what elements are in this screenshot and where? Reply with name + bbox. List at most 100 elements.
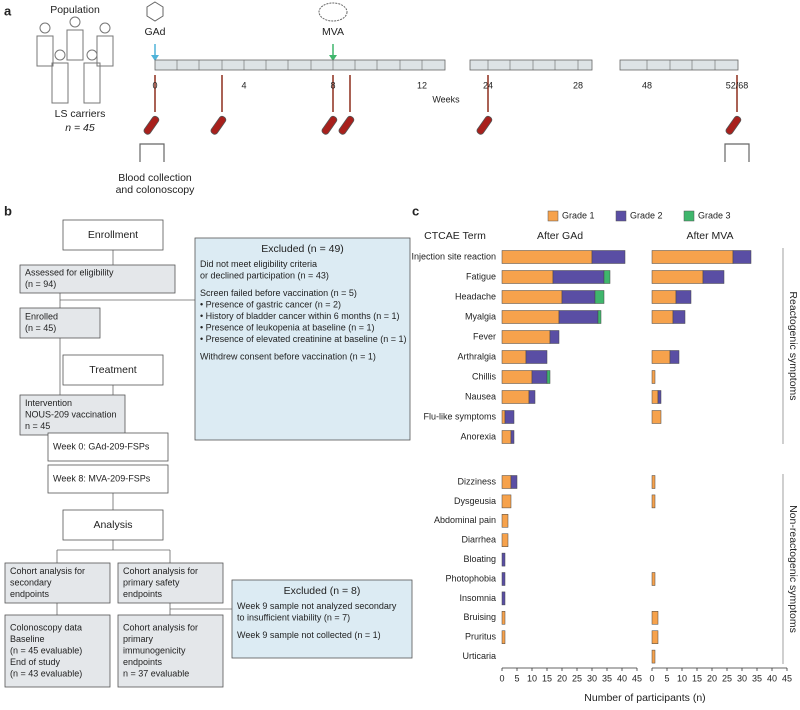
bar-segment [501, 290, 563, 304]
category-label: Fever [473, 331, 496, 341]
x-tick-label: 45 [632, 673, 642, 683]
flow-text: Week 9 sample not analyzed secondary [237, 601, 397, 611]
bar-segment [552, 270, 605, 284]
x-tick-label: 20 [707, 673, 717, 683]
bar-segment [651, 410, 662, 424]
category-label: Pruritus [465, 632, 497, 642]
flow-text: endpoints [123, 657, 163, 667]
group-label: Reactogenic symptoms [787, 291, 799, 400]
x-tick-label: 30 [737, 673, 747, 683]
bar-segment [672, 310, 686, 324]
category-label: Insomnia [459, 593, 496, 603]
x-axis-label: Number of participants (n) [584, 692, 705, 704]
category-label: Chillis [472, 371, 497, 381]
flow-text: Excluded (n = 49) [261, 243, 344, 255]
x-tick-label: 40 [767, 673, 777, 683]
flow-text: immunogenicity [123, 645, 186, 655]
flow-text: Enrollment [88, 229, 138, 241]
bar-segment [510, 475, 518, 489]
bar-segment [501, 475, 512, 489]
flow-box [19, 394, 126, 436]
x-tick-label: 0 [499, 673, 504, 683]
timeline-label: 48 [642, 80, 652, 90]
flow-text: (n = 45) [25, 323, 56, 333]
flow-text: endpoints [10, 589, 50, 599]
x-tick-label: 10 [677, 673, 687, 683]
bar-segment [510, 430, 515, 444]
flow-text: Withdrew consent before vaccination (n =… [200, 351, 376, 361]
flow-text: Baseline [10, 634, 45, 644]
timeline-label: 4 [241, 80, 246, 90]
timeline [154, 59, 739, 71]
flow-box [117, 614, 224, 688]
category-label: Bruising [463, 612, 496, 622]
category-label: Dysgeusia [454, 496, 496, 506]
flow-text: Assessed for eligibility [25, 268, 114, 278]
x-tick-label: 20 [557, 673, 567, 683]
population-label: Population [50, 4, 100, 16]
bar-segment [501, 572, 506, 586]
x-tick-label: 25 [722, 673, 732, 683]
panel-label: b [4, 203, 12, 218]
bar-segment [501, 514, 509, 528]
x-tick-label: 5 [514, 673, 519, 683]
x-tick-label: 0 [649, 673, 654, 683]
chart-title: After GAd [537, 230, 583, 242]
legend-label: Grade 1 [562, 210, 595, 220]
timeline-label: 24 [483, 80, 493, 90]
bar-segment [501, 250, 593, 264]
bar-segment [501, 611, 506, 625]
timeline-label: 8 [330, 80, 335, 90]
flow-text: Screen failed before vaccination (n = 5) [200, 288, 357, 298]
flow-text: Week 8: MVA-209-FSPs [53, 473, 151, 483]
bar-segment [501, 310, 560, 324]
bar-segment [651, 370, 656, 384]
x-tick-label: 40 [617, 673, 627, 683]
flow-text: End of study [10, 657, 61, 667]
flow-text: Colonoscopy data [10, 622, 82, 632]
bar-segment [531, 370, 548, 384]
flow-text: n = 37 evaluable [123, 668, 189, 678]
population-icon [36, 16, 114, 104]
flow-text: endpoints [123, 589, 163, 599]
bar-segment [501, 552, 506, 567]
bar-segment [669, 350, 680, 364]
chart-title: After MVA [686, 230, 733, 242]
collection-label: and colonoscopy [116, 184, 196, 196]
bar-segment [732, 250, 752, 264]
bar-segment [651, 350, 671, 364]
bar-segment [651, 572, 656, 586]
bar-segment [651, 611, 659, 625]
flow-box [47, 464, 169, 494]
bar-segment [651, 250, 734, 264]
x-tick-label: 35 [602, 673, 612, 683]
timeline-subdivisions [176, 60, 716, 70]
flow-text: Excluded (n = 8) [284, 585, 361, 597]
legend-swatch [547, 210, 559, 222]
bar-segment [591, 250, 626, 264]
category-label: Bloating [463, 554, 496, 564]
category-label: Injection site reaction [411, 251, 496, 261]
colon-icons [139, 143, 750, 162]
x-tick-label: 25 [572, 673, 582, 683]
category-label: Myalgia [465, 311, 496, 321]
flow-text: or declined participation (n = 43) [200, 270, 329, 280]
sample-arrows [154, 75, 738, 112]
bar-segment [501, 350, 527, 364]
timeline-label: 52/68 [726, 80, 749, 90]
bar-segment [549, 330, 560, 344]
flow-box [231, 579, 413, 659]
category-label: Urticaria [462, 651, 496, 661]
term-header: CTCAE Term [424, 230, 486, 242]
flow-text: Week 0: GAd-209-FSPs [53, 441, 150, 451]
bar-segment [525, 350, 548, 364]
flow-box [62, 509, 164, 541]
legend-label: Grade 3 [698, 210, 731, 220]
flow-text: Intervention [25, 398, 72, 408]
flow-box [117, 562, 224, 604]
flow-text: Week 9 sample not collected (n = 1) [237, 630, 381, 640]
bar-segment [651, 475, 656, 489]
flow-text: NOUS-209 vaccination [25, 409, 117, 419]
flow-box [19, 307, 101, 339]
